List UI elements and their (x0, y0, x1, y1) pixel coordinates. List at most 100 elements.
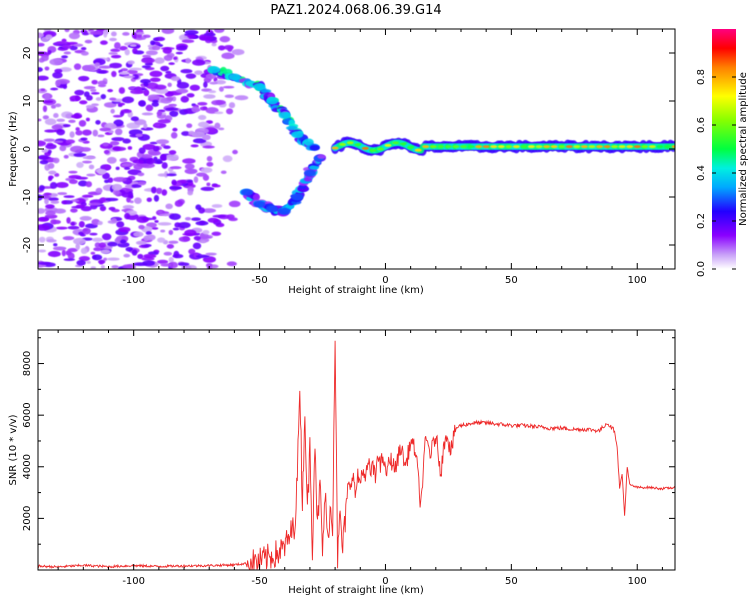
carrier-peak (656, 145, 664, 149)
noise-blob (141, 65, 152, 69)
noise-blob (195, 254, 210, 258)
snr-y-ticks: 2000 4000 6000 8000 (22, 337, 675, 545)
noise-blob (57, 192, 68, 196)
noise-blob (54, 68, 63, 74)
chart-title: PAZ1.2024.068.06.39.G14 (270, 3, 441, 18)
carrier-peak (558, 145, 566, 149)
noise-blob (92, 129, 99, 137)
noise-blob (70, 114, 83, 119)
noise-blob (91, 237, 104, 242)
noise-blob (193, 235, 201, 241)
noise-blob (48, 170, 57, 175)
noise-blob (192, 59, 206, 66)
noise-blob (202, 256, 216, 263)
noise-blob (215, 100, 226, 105)
noise-blob (211, 231, 222, 236)
noise-blob (40, 88, 46, 92)
noise-blob (63, 195, 75, 198)
noise-blob (135, 133, 143, 138)
noise-blob (85, 104, 95, 109)
noise-blob (181, 39, 195, 44)
noise-blob (161, 162, 168, 169)
noise-blob (102, 172, 110, 180)
noise-blob (42, 105, 48, 113)
noise-blob (184, 168, 198, 175)
snr-series-line (38, 340, 675, 570)
noise-blob (136, 31, 145, 35)
noise-blob (90, 266, 97, 269)
noise-blob (147, 94, 160, 100)
noise-blob (97, 221, 103, 226)
noise-blob (196, 172, 207, 177)
noise-blob (127, 146, 133, 150)
noise-blob (103, 149, 110, 154)
noise-blob (159, 153, 167, 161)
noise-blob (80, 247, 88, 255)
noise-blob (143, 34, 151, 39)
noise-blob (114, 42, 121, 50)
noise-blob (149, 77, 161, 82)
noise-blob (38, 140, 46, 147)
noise-blob (184, 30, 199, 35)
noise-blob (89, 232, 98, 236)
noise-blob (222, 155, 233, 163)
noise-blob (73, 43, 84, 47)
noise-blob (75, 127, 80, 132)
noise-blob (122, 205, 135, 210)
noise-blob (157, 210, 163, 214)
noise-blob (165, 203, 173, 210)
noise-blob (137, 181, 147, 186)
noise-blob (56, 118, 66, 122)
noise-blob (77, 180, 88, 187)
noise-blob (39, 160, 49, 165)
noise-blob (157, 222, 172, 226)
noise-blob (75, 176, 89, 180)
noise-blob (108, 130, 114, 134)
noise-blob (78, 75, 90, 82)
noise-blob (135, 86, 142, 93)
noise-blob (88, 164, 95, 170)
noise-blob (95, 120, 101, 125)
snr-x-ticks: -100 -50 0 50 100 (57, 330, 663, 587)
noise-blob (55, 80, 61, 87)
noise-blob (75, 130, 83, 136)
noise-blob (202, 145, 215, 149)
noise-blob (120, 239, 127, 244)
noise-blob (90, 91, 100, 95)
noise-blob (56, 41, 69, 45)
noise-blob (43, 192, 52, 196)
noise-blob (70, 208, 78, 213)
noise-blob (161, 189, 168, 196)
noise-blob (79, 216, 92, 221)
carrier-peak (497, 145, 505, 149)
noise-blob (61, 55, 69, 59)
noise-blob (54, 173, 60, 177)
noise-blob (61, 249, 67, 257)
noise-blob (145, 231, 152, 236)
noise-blob (173, 56, 178, 60)
noise-blob (150, 40, 156, 46)
noise-blob (127, 60, 135, 65)
noise-blob (43, 138, 56, 142)
snr-x-axis-label: Height of straight line (km) (288, 585, 424, 596)
noise-blob (168, 229, 174, 236)
noise-blob (80, 51, 89, 56)
noise-blob (192, 138, 207, 144)
noise-blob (178, 236, 191, 243)
noise-blob (145, 50, 158, 56)
colorbar-tick-label: 0.8 (696, 69, 707, 85)
carrier-peak (535, 145, 543, 149)
noise-blob (141, 112, 154, 116)
noise-blob (47, 50, 52, 55)
noise-blob (38, 236, 46, 243)
noise-blob (122, 264, 133, 269)
colorbar-tick-label: 0.2 (696, 213, 707, 229)
noise-blob (161, 29, 175, 35)
noise-blob (97, 80, 108, 86)
noise-blob (99, 205, 107, 212)
noise-blob (90, 88, 97, 92)
noise-blob (66, 217, 71, 224)
noise-blob (169, 110, 179, 117)
noise-blob (174, 222, 181, 228)
noise-blob (130, 116, 139, 122)
